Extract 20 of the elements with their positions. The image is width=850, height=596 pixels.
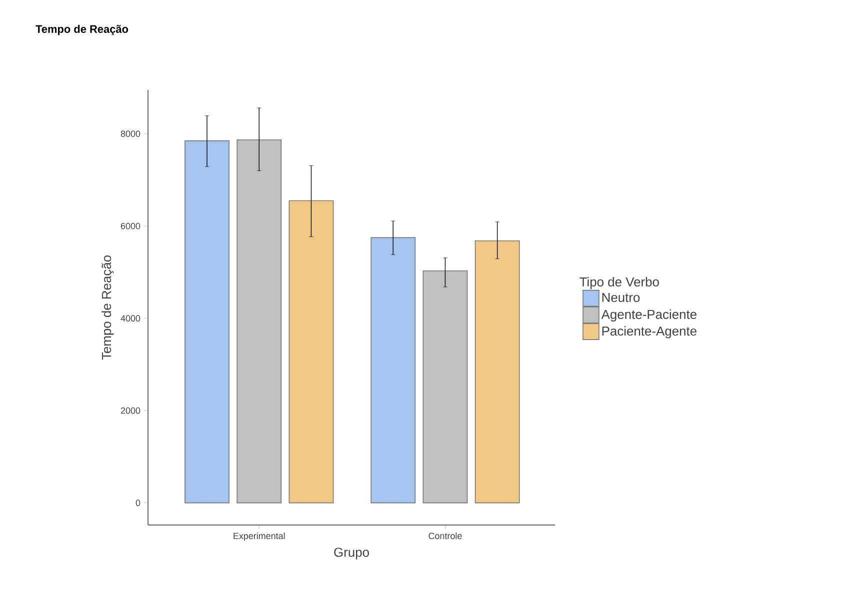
legend-label: Paciente-Agente [602,326,696,338]
bar [184,140,230,504]
bar [370,237,416,504]
bar [474,240,520,504]
bar [288,200,334,504]
legend-label: Agente-Paciente [601,309,696,322]
y-tick-label: 4000 [120,315,140,322]
x-tick-label: Experimental [234,532,285,541]
y-tick-label: 0 [136,500,140,506]
legend-label: Neutro [602,293,640,302]
y-tick-label: 8000 [120,130,140,137]
bar [236,139,282,504]
y-tick-label: 6000 [120,222,140,230]
chart-title: Tempo de Reação [36,24,128,36]
y-tick-label: 2000 [120,407,140,414]
x-tick-label: Controle [428,532,462,540]
bar [422,270,468,504]
x-axis-title: Grupo [334,548,369,560]
y-axis-title: Tempo de Reação [102,256,114,360]
legend-title: Tipo de Verbo [580,276,659,290]
